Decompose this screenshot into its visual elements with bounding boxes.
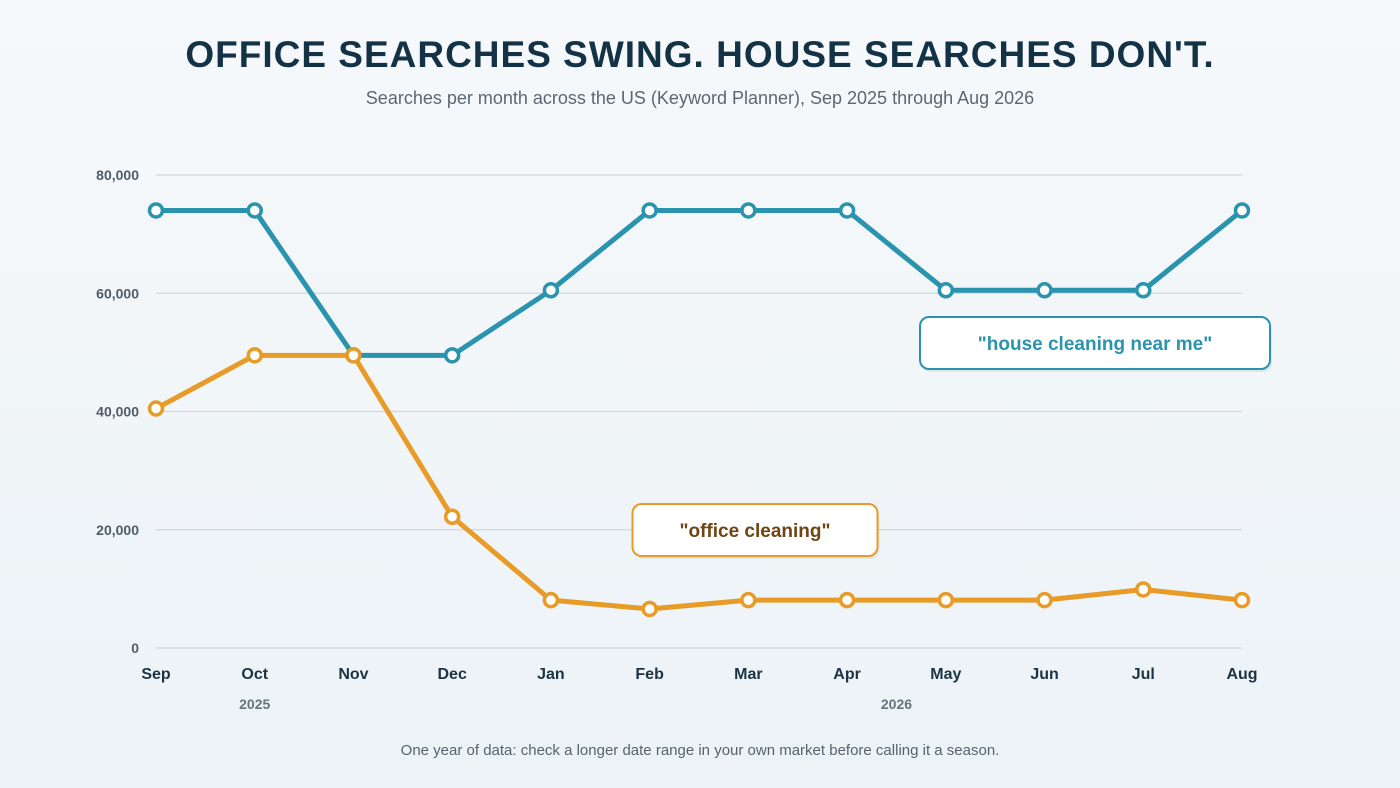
x-tick-label: Apr	[833, 666, 861, 683]
series-label-text: "house cleaning near me"	[978, 334, 1212, 355]
x-tick-label: May	[930, 666, 961, 683]
y-tick-label: 80,000	[96, 167, 139, 183]
data-point	[542, 282, 560, 299]
series-line-0	[153, 207, 1245, 358]
data-point	[1135, 282, 1152, 299]
data-point	[641, 600, 658, 618]
year-label: 2025	[239, 696, 270, 712]
footnote: One year of data: check a longer date ra…	[400, 742, 1000, 759]
data-point	[1036, 591, 1053, 609]
data-point	[147, 400, 165, 417]
chart-subtitle: Searches per month across the US (Keywor…	[365, 88, 1035, 108]
data-point	[246, 202, 263, 219]
data-point	[740, 202, 757, 219]
data-point	[1233, 202, 1251, 219]
series-label-text: "office cleaning"	[679, 521, 830, 542]
series-labels: "house cleaning near me" "office cleaning…	[631, 316, 1272, 559]
data-point	[443, 347, 461, 364]
data-point	[443, 508, 461, 525]
data-point	[345, 347, 362, 364]
data-point	[1233, 591, 1251, 609]
series-line-1	[153, 352, 1245, 612]
data-point	[542, 591, 560, 609]
x-axis-tick-labels: Sep Oct Nov Dec Jan Feb Mar Apr May Jun Jul Aug	[141, 666, 1257, 683]
data-point	[1036, 282, 1053, 299]
y-tick-label: 40,000	[96, 404, 139, 420]
data-point	[937, 282, 955, 299]
data-point	[740, 591, 757, 609]
series-lines	[153, 207, 1245, 612]
x-tick-label: Sep	[141, 666, 171, 683]
y-tick-label: 20,000	[96, 522, 139, 538]
x-tick-label: Oct	[241, 666, 268, 683]
gridlines	[156, 174, 1242, 649]
data-point	[641, 202, 658, 219]
y-tick-label: 60,000	[96, 285, 139, 301]
chart-title: OFFICE SEARCHES SWING. HOUSE SEARCHES DO…	[185, 34, 1215, 75]
data-point	[838, 202, 856, 219]
series-points	[147, 202, 1251, 618]
x-tick-label: Mar	[734, 666, 762, 683]
y-tick-label: 0	[131, 640, 139, 656]
data-point	[1135, 581, 1152, 598]
year-label: 2026	[881, 696, 912, 712]
x-tick-label: Dec	[438, 666, 467, 683]
x-tick-label: Jun	[1030, 666, 1058, 683]
data-point	[147, 202, 165, 219]
x-tick-label: Aug	[1226, 666, 1257, 683]
series-label-0: "house cleaning near me"	[919, 316, 1272, 372]
y-axis-tick-labels: 0 20,000 40,000 60,000 80,000	[96, 167, 139, 656]
x-tick-label: Nov	[338, 666, 368, 683]
x-axis-year-labels: 2025 2026	[239, 696, 912, 712]
data-point	[838, 591, 856, 609]
label-box	[919, 316, 1271, 370]
series-label-1: "office cleaning"	[631, 503, 880, 559]
label-box	[631, 503, 879, 557]
x-tick-label: Jul	[1132, 666, 1155, 683]
x-tick-label: Jan	[537, 666, 565, 683]
data-point	[937, 591, 955, 609]
x-tick-label: Feb	[635, 666, 664, 683]
data-point	[246, 347, 263, 364]
